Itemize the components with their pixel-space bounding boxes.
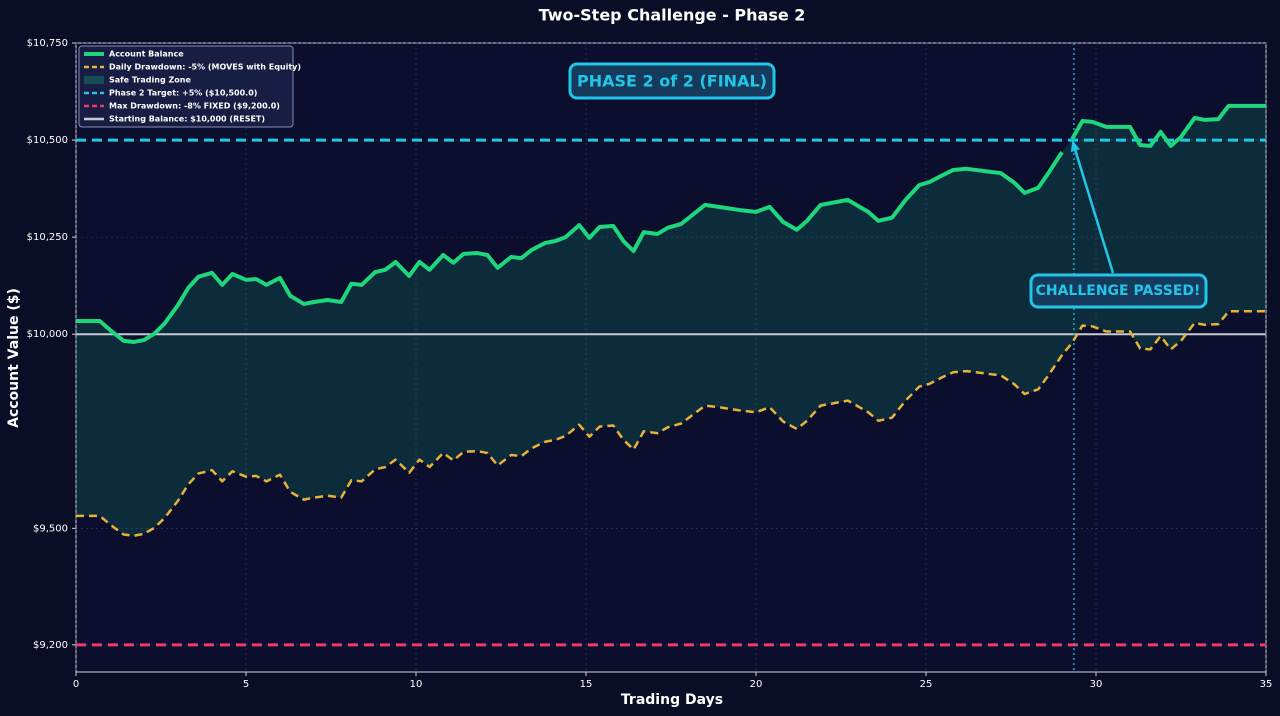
passed-annotation: CHALLENGE PASSED! [1029, 140, 1208, 309]
plot-area [75, 42, 1267, 673]
annotation-text: PHASE 2 of 2 (FINAL) [577, 72, 767, 91]
y-axis-label: Account Value ($) [6, 288, 22, 428]
x-axis-label: Trading Days [621, 692, 723, 708]
legend-label: Safe Trading Zone [109, 76, 191, 85]
annotation-box [568, 62, 776, 100]
legend: Account Balance Daily Drawdown: -5% (MOVE… [78, 45, 301, 128]
legend-label: Phase 2 Target: +5% ($10,500.0) [109, 89, 257, 98]
legend-label: Account Balance [109, 50, 184, 59]
annotation-text: CHALLENGE PASSED! [1036, 283, 1201, 299]
legend-box [78, 45, 294, 128]
legend-label: Max Drawdown: -8% FIXED ($9,200.0) [109, 102, 280, 111]
annotation-box [1029, 273, 1208, 309]
series-line [76, 103, 1266, 344]
x-tick-label: 15 [580, 679, 593, 690]
y-tick-label: $9,500 [33, 523, 68, 534]
x-tick-label: 0 [73, 679, 79, 690]
annotation-arrow [1072, 145, 1115, 274]
y-tick-label: $9,200 [33, 640, 68, 651]
series-line [76, 310, 1266, 537]
y-tick-label: $10,000 [27, 329, 68, 340]
legend-label: Daily Drawdown: -5% (MOVES with Equity) [109, 63, 301, 72]
phase-annotation: PHASE 2 of 2 (FINAL) [568, 62, 776, 100]
x-tick-label: 25 [920, 679, 933, 690]
x-tick-label: 35 [1260, 679, 1273, 690]
y-tick-label: $10,250 [27, 232, 68, 243]
legend-label: Starting Balance: $10,000 (RESET) [109, 115, 265, 124]
safe-zone [76, 105, 1266, 536]
annotation-arrowhead [1070, 140, 1080, 153]
x-tick-label: 20 [750, 679, 763, 690]
y-tick-label: $10,500 [27, 135, 68, 146]
x-tick-label: 10 [410, 679, 423, 690]
chart-title: Two-Step Challenge - Phase 2 [539, 6, 806, 25]
x-tick-label: 5 [243, 679, 249, 690]
legend-key [84, 76, 104, 84]
y-tick-label: $10,750 [27, 38, 68, 49]
x-tick-label: 30 [1090, 679, 1103, 690]
